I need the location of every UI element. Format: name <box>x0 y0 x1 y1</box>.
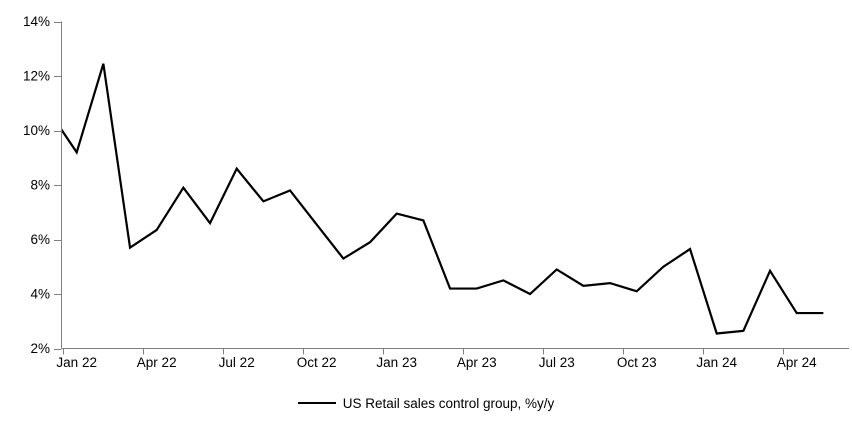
y-tick-label: 12% <box>23 69 50 84</box>
y-tick-label: 10% <box>23 123 50 138</box>
legend-line-swatch <box>297 402 336 404</box>
x-tick-label: Jan 24 <box>696 355 737 370</box>
x-tick-label: Oct 23 <box>617 355 657 370</box>
legend: US Retail sales control group, %y/y <box>0 391 852 415</box>
x-tick-label: Oct 22 <box>297 355 337 370</box>
x-tick-label: Jan 23 <box>376 355 417 370</box>
x-tick-label: Jul 23 <box>539 355 575 370</box>
x-tick-label: Jan 22 <box>56 355 97 370</box>
y-tick-label: 6% <box>30 232 50 247</box>
y-tick-label: 8% <box>30 178 50 193</box>
x-tick-label: Apr 24 <box>777 355 817 370</box>
x-tick-label: Jul 22 <box>219 355 255 370</box>
y-tick-label: 2% <box>30 341 50 356</box>
data-line-series <box>62 63 824 335</box>
x-tick-label: Apr 23 <box>457 355 497 370</box>
legend-label: US Retail sales control group, %y/y <box>342 395 555 411</box>
x-tick-label: Apr 22 <box>137 355 177 370</box>
y-tick-label: 14% <box>23 14 50 29</box>
y-tick-label: 4% <box>30 287 50 302</box>
